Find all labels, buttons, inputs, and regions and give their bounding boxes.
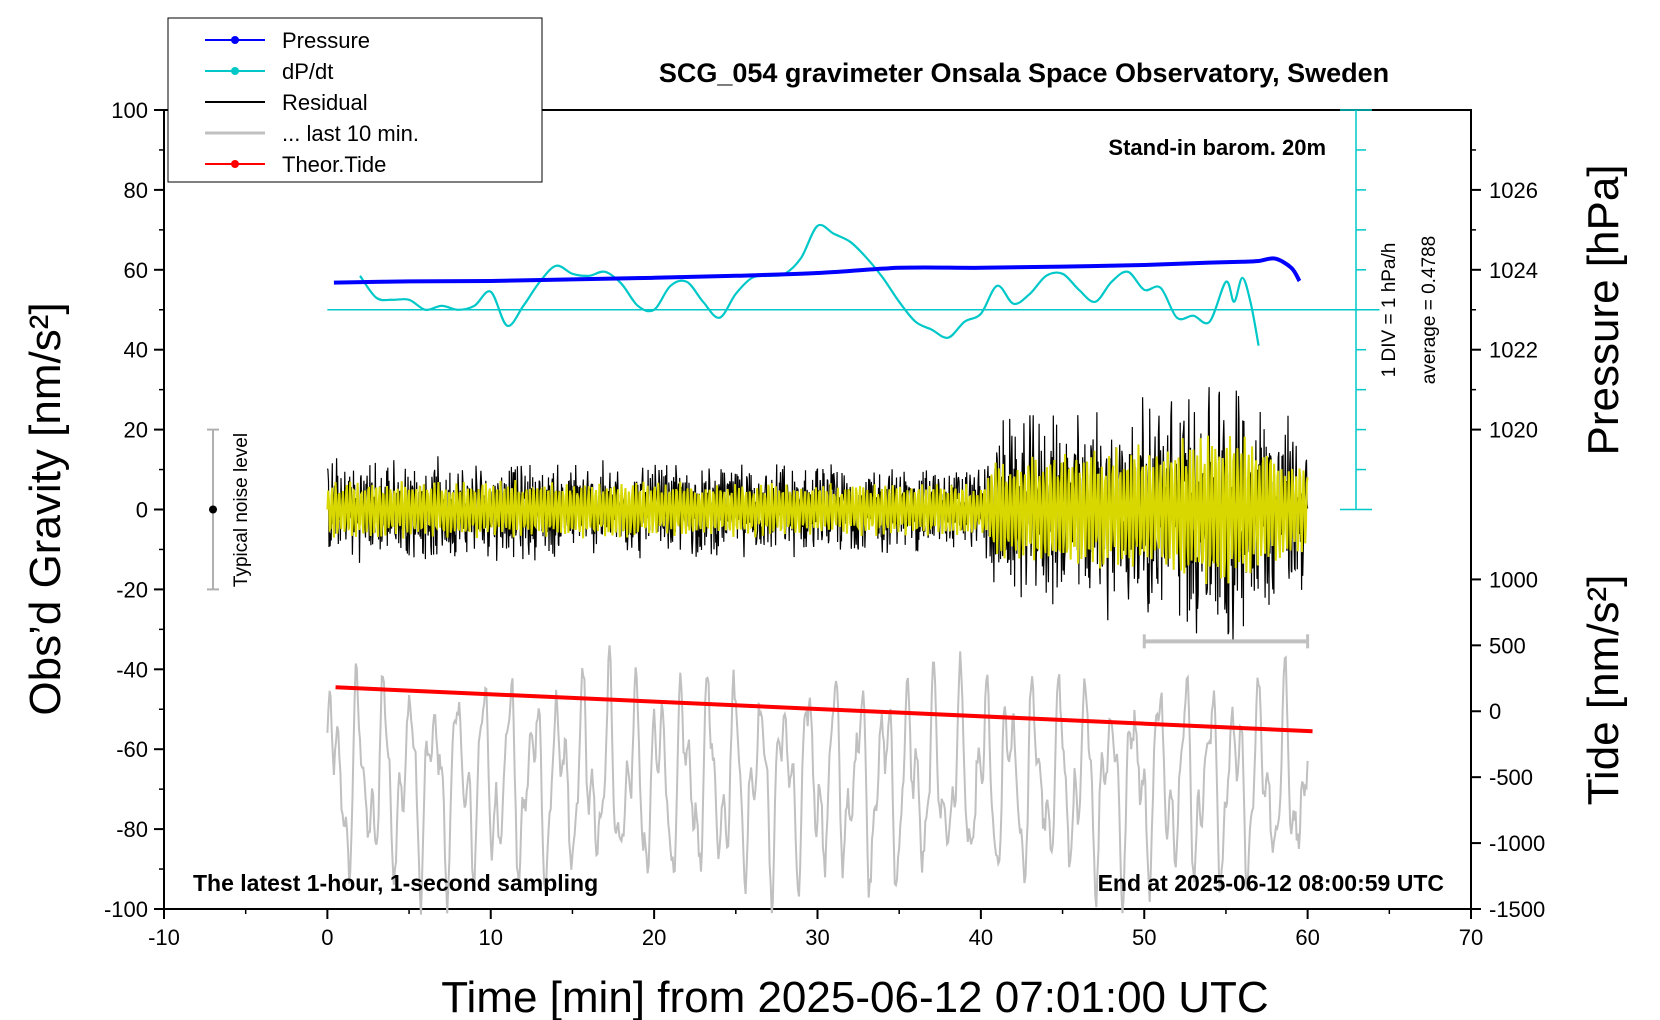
dpdt-scale-bar xyxy=(1340,109,1372,511)
series-theor-tide xyxy=(335,685,1313,734)
legend-marker-0 xyxy=(231,36,239,44)
y-tick-label: -100 xyxy=(104,897,148,922)
barometer-note: Stand-in barom. 20m xyxy=(1108,135,1326,160)
legend-label-4: Theor.Tide xyxy=(282,152,386,177)
x-tick-label: 40 xyxy=(969,925,993,950)
series-last-10-min xyxy=(326,645,1309,915)
series-dpdt xyxy=(359,223,1260,346)
y-axis-title-pressure: Pressure [hPa] xyxy=(1579,164,1628,455)
y-tick-label: 80 xyxy=(124,178,148,203)
tick-labels: -10 0 10 20 30 40 50 60 70100806040200-20-40-60-… xyxy=(104,98,1545,950)
y-tick-label: -20 xyxy=(116,577,148,602)
y-tick-label: 60 xyxy=(124,258,148,283)
legend-label-3: ... last 10 min. xyxy=(282,121,419,146)
legend-label-0: Pressure xyxy=(282,28,370,53)
x-tick-label: 30 xyxy=(805,925,829,950)
series-pressure xyxy=(333,256,1302,285)
tide-tick-label: 500 xyxy=(1489,633,1526,658)
noise-level-note: Typical noise level xyxy=(231,433,252,587)
x-tick-label: 70 xyxy=(1459,925,1483,950)
div-scale-note: 1 DIV = 1 hPa/h xyxy=(1379,243,1400,378)
legend-label-1: dP/dt xyxy=(282,59,333,84)
pressure-tick-label: 1024 xyxy=(1489,258,1538,283)
x-tick-label: 50 xyxy=(1132,925,1156,950)
average-note: average = 0.4788 xyxy=(1419,236,1440,384)
pressure-tick-label: 1026 xyxy=(1489,178,1538,203)
chart-title: SCG_054 gravimeter Onsala Space Observat… xyxy=(659,58,1389,88)
x-tick-label: 60 xyxy=(1295,925,1319,950)
pressure-tick-label: 1022 xyxy=(1489,338,1538,363)
y-axis-title-tide: Tide [nm/s²] xyxy=(1579,575,1628,806)
y-tick-label: 0 xyxy=(136,498,148,523)
legend-box xyxy=(167,17,543,183)
x-axis-title: Time [min] from 2025-06-12 07:01:00 UTC xyxy=(441,973,1268,1020)
x-tick-label: 10 xyxy=(479,925,503,950)
series-layer xyxy=(207,223,1380,915)
pressure-tick-label: 1020 xyxy=(1489,418,1538,443)
legend-marker-4 xyxy=(231,160,239,168)
y-tick-label: -80 xyxy=(116,817,148,842)
end-time-note: End at 2025-06-12 08:00:59 UTC xyxy=(1098,870,1444,896)
series-residual-filtered xyxy=(326,435,1309,585)
tide-tick-label: -1500 xyxy=(1489,897,1545,922)
y-tick-label: -40 xyxy=(116,657,148,682)
tide-tick-label: -500 xyxy=(1489,765,1533,790)
x-tick-label: 20 xyxy=(642,925,666,950)
tide-tick-label: -1000 xyxy=(1489,831,1545,856)
legend: Pressure dP/dt Residual ... last 10 min. The… xyxy=(167,17,543,183)
y-axis-title-left: Obs’d Gravity [nm/s²] xyxy=(21,302,70,715)
legend-marker-1 xyxy=(231,67,239,75)
tide-tick-label: 0 xyxy=(1489,699,1501,724)
legend-label-2: Residual xyxy=(282,90,368,115)
tide-tick-label: 1000 xyxy=(1489,567,1538,592)
x-tick-label: -10 xyxy=(148,925,180,950)
y-tick-label: 20 xyxy=(124,418,148,443)
sampling-note: The latest 1-hour, 1-second sampling xyxy=(193,870,598,896)
y-tick-label: -60 xyxy=(116,737,148,762)
x-tick-label: 0 xyxy=(321,925,333,950)
y-tick-label: 100 xyxy=(111,98,148,123)
y-tick-label: 40 xyxy=(124,338,148,363)
noise-bar-dot xyxy=(209,505,218,514)
axis-ticks xyxy=(154,109,1481,919)
